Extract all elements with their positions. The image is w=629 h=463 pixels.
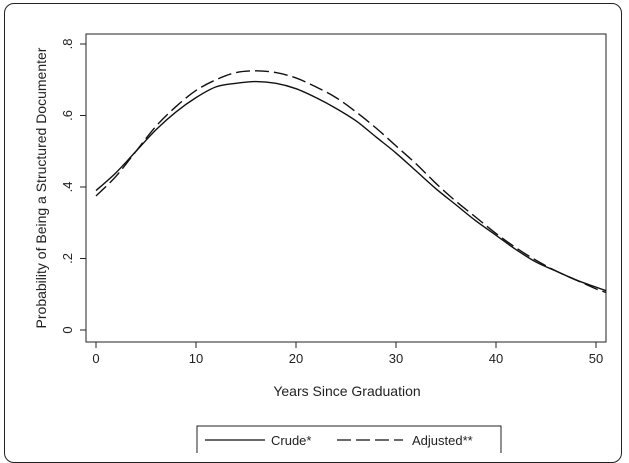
x-axis: 0 10 20 30 40 50 bbox=[92, 342, 603, 366]
x-tick-label: 10 bbox=[189, 351, 203, 366]
x-tick-label: 40 bbox=[489, 351, 503, 366]
legend-label-adjusted: Adjusted** bbox=[412, 433, 473, 448]
legend-label-crude: Crude* bbox=[271, 433, 311, 448]
line-chart: 0 10 20 30 40 50 0 .2 .4 .6 .8 Years Since Gradua… bbox=[33, 33, 607, 453]
y-tick-label: .4 bbox=[60, 182, 75, 193]
legend: Crude* Adjusted** bbox=[196, 425, 502, 453]
x-tick-label: 50 bbox=[589, 351, 603, 366]
x-tick-label: 20 bbox=[289, 351, 303, 366]
x-tick-label: 0 bbox=[92, 351, 99, 366]
series-line-adjusted bbox=[95, 70, 607, 294]
y-tick-label: .6 bbox=[60, 110, 75, 121]
y-axis-title: Probability of Being a Structured Docume… bbox=[33, 47, 49, 328]
plot-area bbox=[85, 33, 607, 343]
y-tick-label: .8 bbox=[60, 39, 75, 50]
series-layer bbox=[95, 70, 607, 294]
series-line-crude bbox=[95, 80, 607, 292]
y-axis: 0 .2 .4 .6 .8 bbox=[60, 39, 86, 334]
x-axis-title: Years Since Graduation bbox=[273, 383, 420, 399]
y-tick-label: 0 bbox=[60, 326, 75, 333]
y-tick-label: .2 bbox=[60, 253, 75, 264]
x-tick-label: 30 bbox=[389, 351, 403, 366]
